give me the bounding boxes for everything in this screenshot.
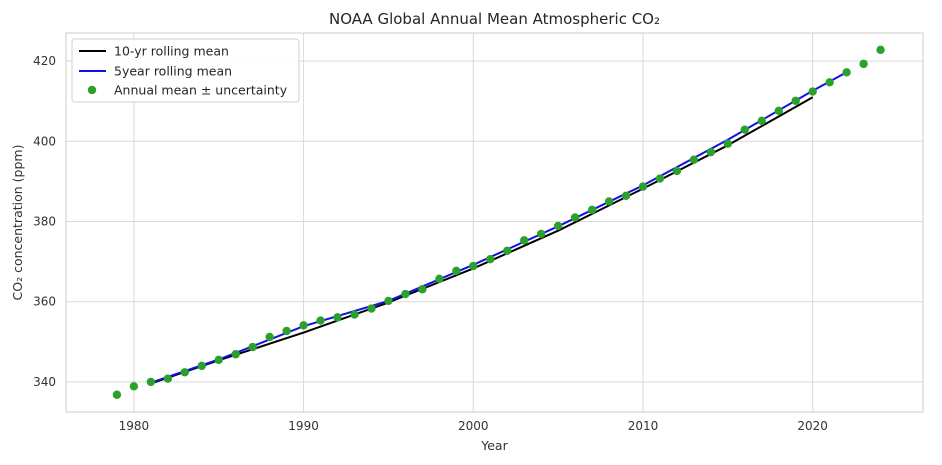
annual-mean-point	[859, 59, 868, 69]
annual-mean-point	[401, 289, 410, 299]
annual-mean-point	[214, 355, 223, 365]
annual-mean-point	[723, 139, 733, 148]
annual-mean-point	[469, 261, 478, 271]
y-axis-label: CO₂ concentration (ppm)	[10, 145, 25, 301]
annual-mean-point	[112, 390, 122, 399]
annual-mean-point	[791, 96, 800, 105]
annual-mean-point	[672, 166, 682, 176]
plot-frame	[65, 32, 924, 413]
annual-mean-point	[825, 78, 834, 87]
annual-mean-point	[587, 205, 597, 215]
annual-mean-point	[486, 254, 495, 264]
annual-mean-point	[231, 350, 240, 359]
y-tick-label: 340	[33, 375, 56, 389]
annual-mean-point	[146, 377, 156, 387]
annual-mean-point	[757, 116, 766, 126]
x-axis-label: Year	[480, 438, 508, 453]
x-tick-label: 1980	[119, 419, 150, 433]
x-tick-label: 2010	[628, 419, 659, 433]
annual-mean-point	[808, 87, 817, 96]
annual-mean-point	[367, 304, 376, 313]
y-tick-label: 360	[33, 295, 56, 309]
annual-mean-point	[706, 147, 716, 157]
annual-mean-point	[655, 174, 665, 183]
annual-mean-point	[163, 374, 173, 383]
legend-box	[71, 38, 300, 103]
annual-mean-point	[740, 125, 750, 134]
annual-mean-point	[265, 332, 274, 342]
x-tick-label: 1990	[288, 419, 319, 433]
annual-mean-point	[689, 155, 699, 164]
y-tick-label: 420	[33, 54, 56, 68]
annual-mean-point	[129, 382, 139, 391]
legend-item-annual-label: Annual mean ± uncertainty	[114, 83, 288, 98]
legend-item-5yr-label: 5year rolling mean	[114, 64, 232, 79]
x-tick-label: 2000	[458, 419, 489, 433]
annual-mean-point	[180, 368, 189, 377]
annual-mean-point	[333, 313, 342, 322]
annual-mean-point	[774, 106, 783, 116]
annual-mean-point	[519, 236, 529, 245]
annual-mean-point	[350, 310, 359, 319]
annual-mean-point	[876, 45, 885, 55]
annual-mean-point	[503, 246, 512, 255]
y-tick-label: 400	[33, 134, 56, 148]
annual-mean-point	[248, 342, 257, 352]
legend: 10-yr rolling mean 5year rolling mean Annu…	[71, 38, 300, 103]
annual-mean-point	[435, 274, 444, 284]
plot-area	[112, 45, 885, 399]
legend-item-annual-swatch	[87, 85, 97, 95]
annual-mean-point	[553, 221, 563, 231]
chart-title: NOAA Global Annual Mean Atmospheric CO₂	[329, 10, 660, 28]
annual-mean-point	[621, 191, 631, 201]
annual-mean-point	[452, 266, 461, 276]
annual-mean-point	[418, 285, 427, 294]
annual-mean-point	[282, 326, 291, 336]
y-tick-label: 380	[33, 214, 56, 228]
axis-ticks: 1980 1990 2000 2010 2020 340 360 380 400 420	[33, 54, 828, 433]
annual-mean-point	[384, 296, 393, 306]
x-tick-label: 2020	[797, 419, 828, 433]
annual-mean-point	[570, 213, 580, 222]
annual-mean-point	[842, 68, 851, 77]
rolling-mean-5yr-line	[150, 71, 848, 384]
annual-mean-point	[536, 229, 546, 239]
rolling-mean-10yr-line	[150, 96, 814, 385]
legend-item-10yr-label: 10-yr rolling mean	[114, 44, 229, 59]
grid	[66, 33, 923, 412]
annual-mean-point	[197, 361, 206, 371]
annual-mean-point	[638, 182, 648, 191]
annual-mean-point	[316, 316, 325, 325]
annual-mean-point	[604, 197, 614, 206]
annual-mean-point	[299, 321, 308, 330]
